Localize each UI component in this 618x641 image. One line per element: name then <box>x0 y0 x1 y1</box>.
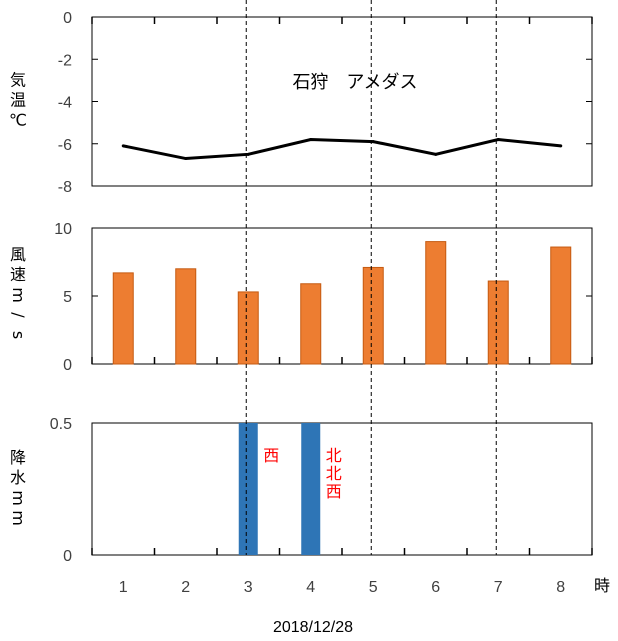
x-tick-label: 1 <box>119 579 128 596</box>
temperature-point <box>246 152 250 156</box>
y-tick-label: 0 <box>63 548 72 565</box>
temperature-point <box>496 138 500 142</box>
wind-direction-char: 北 <box>326 446 342 465</box>
wind-direction-char: 北 <box>326 464 342 483</box>
y-axis-label: 気温℃ <box>9 71 27 130</box>
precipitation-bar <box>301 423 321 555</box>
y-axis-label-char: m <box>9 510 28 526</box>
temperature-line <box>122 138 561 161</box>
wind-speed-bar <box>425 241 447 365</box>
wind-direction-char: 西 <box>326 482 342 501</box>
x-tick-label: 8 <box>556 579 565 596</box>
y-tick-label: 0.5 <box>50 416 72 433</box>
precipitation-bar <box>238 423 258 555</box>
y-axis-label-char: 風 <box>10 245 26 264</box>
wind-speed-bar <box>487 280 509 365</box>
y-axis-label-char: 降 <box>10 448 26 467</box>
date-label: 2018/12/28 <box>273 619 353 636</box>
wind-speed-bar <box>300 283 322 365</box>
y-axis-label-char: m <box>9 287 28 303</box>
temperature-point <box>559 144 563 148</box>
x-tick-label: 2 <box>181 579 190 596</box>
y-axis-label-char: m <box>9 490 28 506</box>
temperature-point <box>121 144 125 148</box>
wind-speed-bar <box>175 268 197 365</box>
chart-panel-1: 0 -2 -4 -6 -8 気温℃ 石狩 アメダス <box>9 10 593 196</box>
y-axis-label-char: 速 <box>10 265 26 284</box>
wind-direction-label: 北北西 <box>326 446 342 501</box>
x-axis-labels: 1 2 3 4 5 6 7 8 時 <box>119 576 610 596</box>
chart-panel-2: 0 5 10 風速m / s <box>9 221 593 374</box>
wind-speed-bar <box>550 246 572 365</box>
y-tick-label: 5 <box>63 289 72 306</box>
temperature-point <box>371 140 375 144</box>
wind-speed-bar <box>362 266 384 365</box>
plot-frame <box>91 16 593 187</box>
x-tick-label: 4 <box>306 579 315 596</box>
temperature-point <box>184 157 188 161</box>
x-axis-unit: 時 <box>594 576 610 595</box>
y-axis-label: 風速m / s <box>9 245 28 339</box>
chart-title: 石狩 アメダス <box>292 72 417 93</box>
plot-frame <box>91 422 593 556</box>
y-axis-label-char: 水 <box>10 468 26 487</box>
y-axis-label-char: / <box>9 312 28 318</box>
y-tick-label: -8 <box>58 179 72 196</box>
x-tick-label: 7 <box>494 579 503 596</box>
plot-frame <box>91 227 593 365</box>
wind-direction-char: 西 <box>263 446 279 465</box>
wind-speed-bar <box>112 272 134 365</box>
y-tick-label: -4 <box>58 95 72 112</box>
temperature-point <box>434 152 438 156</box>
y-tick-label: -2 <box>58 52 72 69</box>
x-tick-label: 5 <box>369 579 378 596</box>
y-tick-label: 0 <box>63 10 72 27</box>
y-tick-label: 0 <box>63 357 72 374</box>
y-axis-label-char: ℃ <box>9 111 27 130</box>
y-axis-label-char: s <box>9 331 28 339</box>
temperature-point <box>309 138 313 142</box>
wind-speed-bar <box>237 291 259 365</box>
x-tick-label: 6 <box>431 579 440 596</box>
y-axis-label-char: 温 <box>10 91 26 110</box>
y-tick-label: -6 <box>58 137 72 154</box>
y-tick-label: 10 <box>54 221 72 238</box>
x-tick-label: 3 <box>244 579 253 596</box>
wind-direction-label: 西 <box>263 446 279 465</box>
reference-lines <box>245 0 497 555</box>
y-axis-label-char: 気 <box>10 71 26 90</box>
